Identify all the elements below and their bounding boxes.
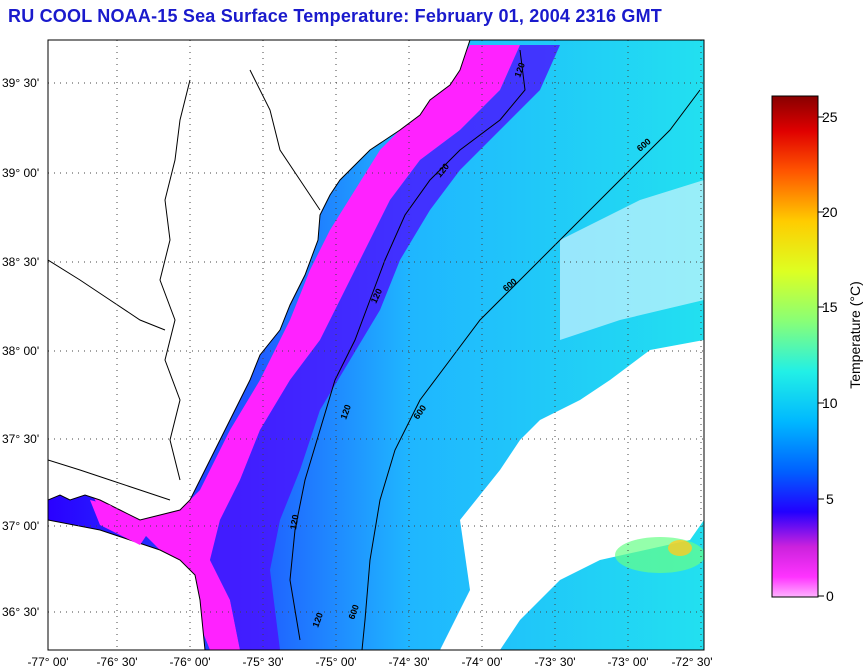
map-frame (47, 39, 705, 651)
chesapeake-bay (159, 79, 191, 481)
colorbar-tick-label: 10 (822, 395, 838, 411)
colorbar-title: Temperature (°C) (847, 281, 863, 389)
lat-label: 36° 30' (2, 605, 39, 619)
longitude-labels: -77° 00' -76° 30' -76° 00' -75° 30' -75°… (27, 655, 712, 669)
lon-label: -73° 00' (607, 655, 648, 669)
delaware-bay (249, 69, 321, 211)
land-south (48, 519, 206, 650)
lat-label: 39° 00' (2, 166, 39, 180)
lat-label: 38° 00' (2, 344, 39, 358)
potomac-river (48, 259, 166, 331)
cold-coastal-water (90, 45, 520, 650)
lat-label: 39° 30' (2, 76, 39, 90)
lon-label: -76° 30' (96, 655, 137, 669)
warm-water-core (668, 540, 692, 556)
colorbar-tick-label: 0 (826, 588, 834, 604)
contour-label: 600 (346, 603, 361, 621)
lon-label: -72° 30' (671, 655, 712, 669)
lon-label: -73° 30' (534, 655, 575, 669)
lon-label: -77° 00' (27, 655, 68, 669)
cloud-region (440, 340, 704, 650)
lon-label: -75° 00' (315, 655, 356, 669)
colorbar: 25 20 15 10 5 0 Temperature (°C) (771, 95, 863, 604)
contour-label: 120 (310, 611, 325, 629)
transition-water (210, 45, 560, 650)
contour-label: 120 (288, 514, 300, 531)
colorbar-ramp (771, 95, 819, 598)
graticule (48, 40, 704, 650)
colorbar-tick-label: 20 (822, 204, 838, 220)
colorbar-tick-label: 25 (822, 109, 838, 125)
page-title: RU COOL NOAA-15 Sea Surface Temperature:… (8, 6, 662, 26)
contour-label: 120 (512, 61, 527, 79)
colorbar-tick-label: 5 (826, 491, 834, 507)
lon-label: -74° 30' (388, 655, 429, 669)
lon-label: -75° 30' (242, 655, 283, 669)
lon-label: -76° 00' (169, 655, 210, 669)
lat-label: 37° 30' (2, 432, 39, 446)
contour-label: 120 (338, 403, 353, 421)
colorbar-tick-label: 15 (822, 299, 838, 315)
cloud-region-upper (560, 180, 704, 340)
warm-water-patch (615, 537, 704, 573)
lat-label: 38° 30' (2, 255, 39, 269)
contour-600 (361, 89, 701, 650)
james-river (48, 459, 171, 501)
lon-label: -74° 00' (461, 655, 502, 669)
lat-label: 37° 00' (2, 519, 39, 533)
latitude-labels: 39° 30' 39° 00' 38° 30' 38° 00' 37° 30' … (2, 76, 39, 619)
contour-120 (289, 49, 526, 641)
pamlico-water (90, 500, 150, 545)
